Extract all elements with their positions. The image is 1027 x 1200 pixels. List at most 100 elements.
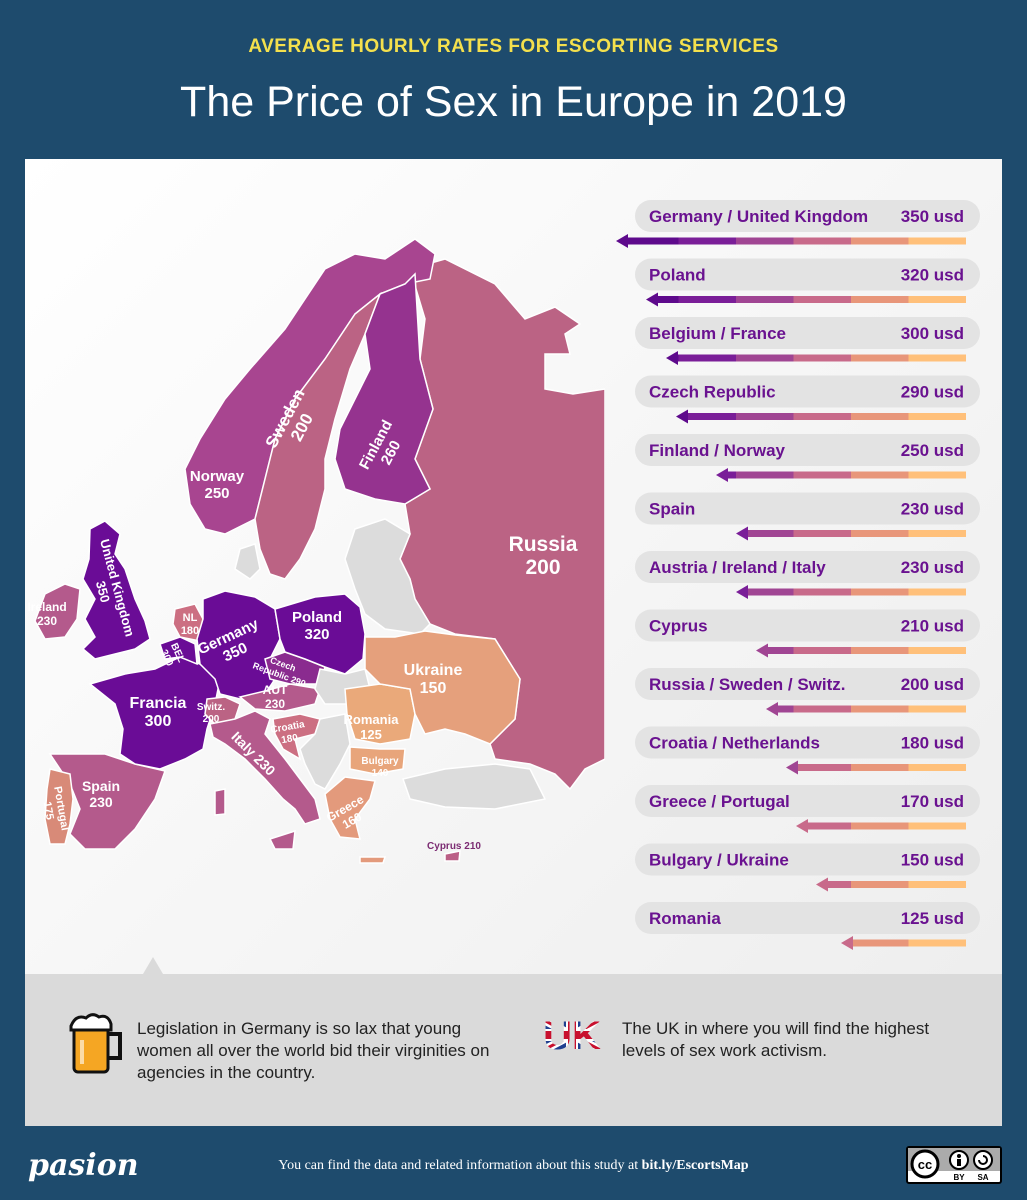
- note-caret: [143, 957, 163, 974]
- bar-segment: [736, 471, 794, 479]
- bar-value-label: 300 usd: [901, 324, 964, 343]
- bar-category-label: Poland: [649, 266, 706, 285]
- chart-title: The Price of Sex in Europe in 2019: [180, 78, 847, 126]
- map-region-portugal: [44, 768, 74, 845]
- bar-segment: [851, 471, 909, 479]
- bar-label-pill: [635, 258, 980, 291]
- ranking-bars: Germany / United Kingdom 350 usd Poland 320…: [616, 200, 980, 950]
- uk-flag-icon: UK: [543, 1016, 601, 1054]
- bar-value-label: 180 usd: [901, 734, 964, 753]
- bar-category-label: Spain: [649, 500, 695, 519]
- bar-category-label: Croatia / Netherlands: [649, 734, 820, 753]
- cc-icon: [910, 1149, 940, 1179]
- bar-value-label: 200 usd: [901, 675, 964, 694]
- bar-label-pill: [635, 492, 980, 525]
- bar-segment: [724, 471, 736, 479]
- map-region-uk: [81, 520, 151, 660]
- map-region-greece: [324, 776, 376, 840]
- bar-category-label: Greece / Portugal: [649, 792, 790, 811]
- bar-segment: [793, 705, 851, 713]
- map-region-spain: [48, 753, 166, 850]
- map-region-austria: [238, 683, 321, 712]
- map-region-france: [88, 656, 221, 770]
- bar-segment: [908, 764, 966, 771]
- bar-segment: [678, 296, 736, 303]
- bar-label-pill: [635, 902, 980, 934]
- bar-segment: [624, 237, 679, 245]
- bar-label-pill: [635, 609, 980, 642]
- bar-segment: [744, 530, 794, 537]
- bar-segment: [908, 822, 966, 830]
- bar-segment: [804, 822, 851, 830]
- bar-row: Austria / Ireland / Italy 230 usd: [635, 551, 980, 599]
- footer-link[interactable]: bit.ly/EscortsMap: [641, 1158, 749, 1173]
- by-label: BY: [953, 1173, 965, 1182]
- bar-value-label: 170 usd: [901, 792, 964, 811]
- bar-row: Czech Republic 290 usd: [635, 375, 980, 424]
- beer-mug-icon: [69, 1013, 122, 1074]
- bar-label-pill: [635, 785, 980, 817]
- bar-label-pill: [635, 317, 980, 349]
- bar-segment: [851, 588, 909, 596]
- bar-segment: [851, 413, 909, 420]
- cc-icon-label: cc: [918, 1157, 932, 1172]
- map-region-italy: [209, 710, 321, 825]
- map-region-sweden: [254, 291, 382, 580]
- bar-value-label: 320 usd: [901, 266, 964, 285]
- bar-segment: [908, 237, 966, 245]
- bar-arrowhead: [676, 409, 688, 424]
- bar-value-label: 230 usd: [901, 500, 964, 519]
- bar-segment: [774, 705, 794, 713]
- bar-category-label: Germany / United Kingdom: [649, 207, 868, 226]
- bar-arrowhead: [841, 936, 853, 950]
- bar-row: Greece / Portugal 170 usd: [635, 785, 980, 833]
- map-label-aut: AUT 230: [263, 683, 288, 711]
- bar-category-label: Bulgary / Ukraine: [649, 851, 789, 870]
- bar-segment: [736, 413, 794, 420]
- bar-segment: [908, 881, 966, 888]
- bar-arrowhead: [796, 819, 808, 833]
- bar-segment: [793, 296, 851, 303]
- map-region-cyprus: [444, 850, 461, 862]
- bar-row: Bulgary / Ukraine 150 usd: [635, 843, 980, 892]
- bar-segment: [793, 413, 851, 420]
- bar-segment: [736, 296, 794, 303]
- brand-logo: pasion: [28, 1148, 139, 1183]
- bar-segment: [851, 530, 909, 537]
- bar-row: Russia / Sweden / Switz. 200 usd: [635, 668, 980, 716]
- bar-arrowhead: [666, 351, 678, 365]
- bar-segment: [794, 764, 851, 771]
- map-region-sardinia: [214, 788, 226, 816]
- bar-label-pill: [635, 200, 980, 232]
- bar-row: Belgium / France 300 usd: [635, 317, 980, 365]
- bar-segment: [908, 647, 966, 654]
- bar-label-pill: [635, 375, 980, 408]
- bar-segment: [793, 588, 851, 596]
- sa-label: SA: [977, 1173, 988, 1182]
- map-region-baltics: [344, 518, 431, 635]
- bar-segment: [654, 296, 679, 303]
- bar-segment: [908, 530, 966, 537]
- bar-segment: [851, 764, 909, 771]
- bar-arrowhead: [616, 234, 628, 248]
- bar-segment: [851, 881, 909, 888]
- map-label-cyprus: Cyprus 210: [427, 841, 481, 852]
- map-label-nl: NL 180: [181, 612, 199, 637]
- bar-segment: [851, 354, 909, 362]
- map-region-ireland: [34, 583, 81, 640]
- bar-segment: [908, 705, 966, 713]
- bar-segment: [908, 471, 966, 479]
- footer-source: You can find the data and related inform…: [278, 1158, 749, 1173]
- map-label-russia: Russia 200: [509, 533, 578, 579]
- bar-label-pill: [635, 551, 980, 583]
- bar-label-pill: [635, 843, 980, 876]
- bar-segment: [851, 939, 909, 947]
- bar-arrowhead: [756, 643, 768, 658]
- bar-segment: [764, 647, 794, 654]
- chart-subtitle: AVERAGE HOURLY RATES FOR ESCORTING SERVI…: [248, 36, 779, 57]
- bar-segment: [793, 647, 851, 654]
- map-region-denmark: [234, 543, 261, 580]
- bar-value-label: 350 usd: [901, 207, 964, 226]
- map-region-croatia: [272, 713, 321, 761]
